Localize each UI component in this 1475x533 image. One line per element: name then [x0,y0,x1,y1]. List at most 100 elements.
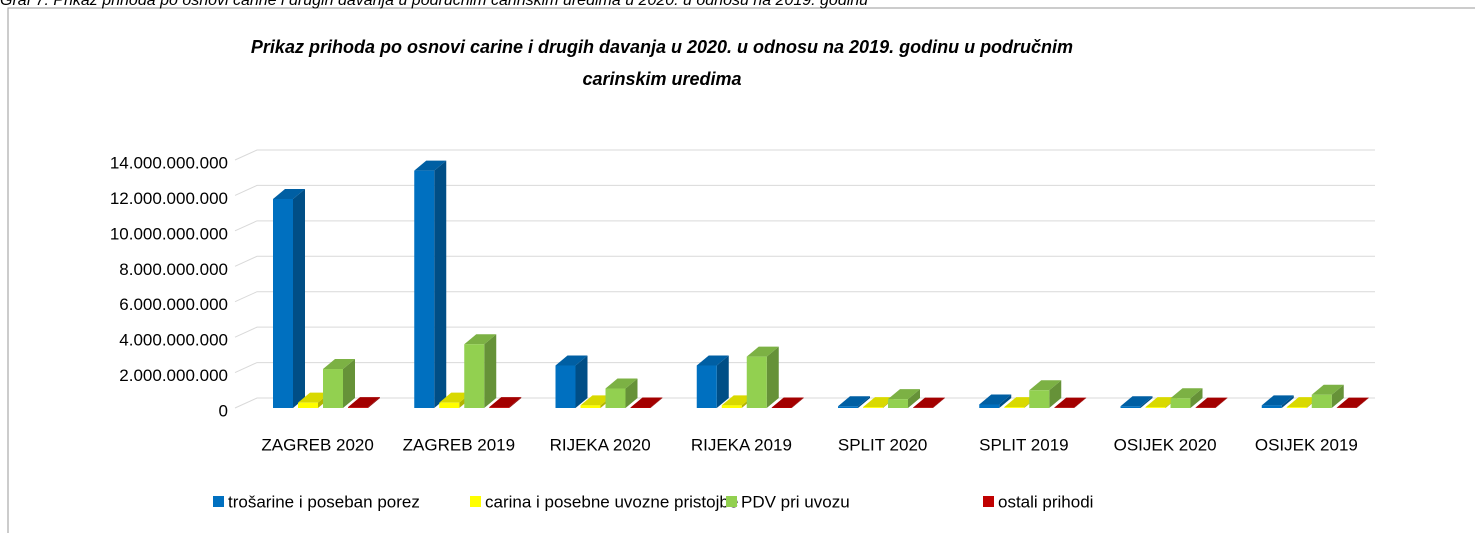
bar [1145,407,1166,408]
bar-side [1074,397,1087,408]
bar-side [1049,380,1062,408]
bar-top [1286,397,1319,408]
bar [630,407,651,408]
grid-line [234,220,1375,232]
caption: Graf 7. Prikaz prihoda po osnovi carine … [0,0,868,9]
bar-side [434,160,447,408]
bar-top [348,397,380,408]
bar-top [298,392,330,403]
bar [1170,398,1191,408]
bar [273,198,293,408]
bar-side [1215,397,1228,408]
bar-top [605,378,638,389]
bar-top [1054,397,1087,408]
y-tick-label: 4.000.000.000 [119,331,228,350]
bar [746,356,767,408]
legend-swatch [726,496,737,507]
bar-top [696,355,729,366]
bar-side [858,396,870,408]
bar [696,365,717,408]
grid-line [234,184,1375,196]
bar [464,344,485,408]
y-tick-label: 10.000.000.000 [110,224,228,243]
bar-side [1190,388,1203,408]
legend-swatch [213,496,224,507]
bar [555,365,576,408]
bar-top [464,334,497,345]
bar [1311,394,1332,408]
bar [323,369,343,408]
y-tick-label: 14.000.000.000 [110,153,228,172]
bar [1004,407,1025,408]
x-tick-label: RIJEKA 2020 [550,435,651,454]
y-tick-label: 6.000.000.000 [119,295,228,314]
x-tick-label: ZAGREB 2019 [403,435,515,454]
bar-top [439,392,472,403]
bar-top [838,396,870,407]
bar-top [1311,384,1344,395]
bar [771,407,792,408]
chart-title: Prikaz prihoda po osnovi carine i drugih… [251,37,1073,57]
bar-top [888,389,920,400]
bar-side [1140,396,1153,408]
bar [863,407,883,408]
bar-top [746,346,779,357]
bar-side [908,389,920,408]
bar-top [1145,397,1178,408]
bar-top [863,397,895,408]
legend-label: trošarine i poseban porez [228,492,420,511]
bar-side [368,397,380,408]
bar-side [1281,395,1294,408]
bar-top [979,394,1012,405]
grid-line [234,362,1375,374]
bar [979,404,1000,408]
bar-top [1195,397,1228,408]
bar-top [323,359,355,370]
x-tick-label: ZAGREB 2020 [261,435,373,454]
bar-side [625,378,638,408]
bar-top [580,395,613,406]
bar-side [293,188,305,408]
bar-top [1120,396,1153,407]
bar-side [716,355,729,408]
bar-side [509,397,522,408]
bar-top [721,395,754,406]
x-tick-label: RIJEKA 2019 [691,435,792,454]
y-tick-label: 12.000.000.000 [110,189,228,208]
bar [1120,406,1141,408]
bar-top [1336,397,1369,408]
bar-side [791,397,804,408]
bar-top [1004,397,1037,408]
bar-side [343,359,355,408]
bar-top [273,188,305,199]
legend-swatch [470,496,481,507]
bar-top [630,397,663,408]
bar-top [1170,388,1203,399]
bar-top [489,397,522,408]
bar [888,399,908,408]
bar-side [1356,397,1369,408]
bar-side [650,397,663,408]
bar-top [771,397,804,408]
bar [721,405,742,408]
grid-line [234,255,1375,267]
legend-label: ostali prihodi [998,492,1093,511]
bar [414,170,435,408]
bar-side [766,346,779,408]
bar [838,406,858,408]
bar-top [414,160,447,171]
bar [580,405,601,408]
grid-line [234,326,1375,338]
legend-swatch [983,496,994,507]
x-tick-label: SPLIT 2020 [838,435,927,454]
bar [1261,405,1282,408]
legend-label: carina i posebne uvozne pristojbe [485,492,738,511]
bar-side [1331,384,1344,408]
x-tick-label: OSIJEK 2020 [1114,435,1217,454]
y-tick-label: 8.000.000.000 [119,260,228,279]
bar-top [1029,380,1062,391]
x-tick-label: OSIJEK 2019 [1255,435,1358,454]
bar [439,402,460,408]
y-tick-label: 2.000.000.000 [119,366,228,385]
